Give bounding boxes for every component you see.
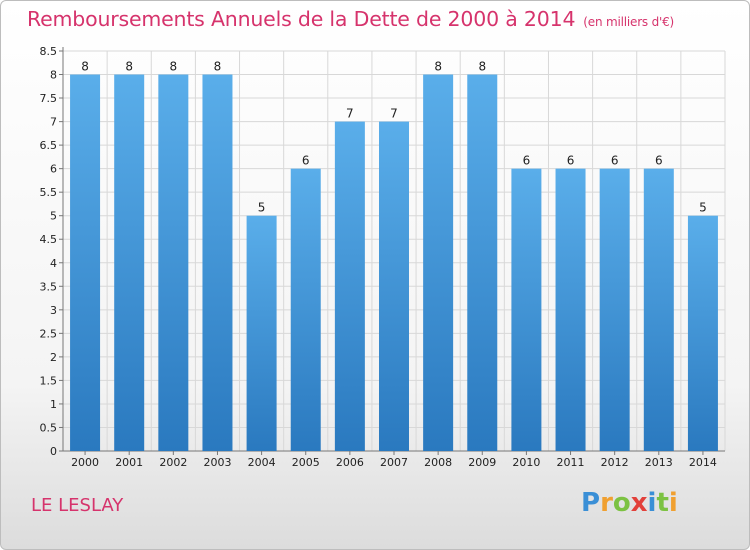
- y-tick-label: 1: [50, 398, 57, 411]
- chart-title-text: Remboursements Annuels de la Dette de 20…: [27, 7, 576, 31]
- bar: [511, 168, 542, 451]
- value-label: 6: [567, 154, 575, 168]
- logo-letter: o: [612, 488, 631, 518]
- y-tick-label: 7.5: [40, 92, 58, 105]
- logo-letter: r: [600, 488, 613, 518]
- y-tick-label: 6.5: [40, 139, 58, 152]
- value-label: 6: [611, 154, 619, 168]
- x-tick-label: 2003: [203, 456, 231, 469]
- bar: [334, 121, 365, 452]
- value-label: 8: [214, 60, 222, 74]
- y-tick-label: 7: [50, 116, 57, 129]
- bar: [643, 168, 674, 451]
- bar: [599, 168, 630, 451]
- x-tick-label: 2013: [645, 456, 673, 469]
- x-tick-label: 2006: [336, 456, 364, 469]
- bar: [379, 121, 409, 452]
- y-tick-label: 5.5: [40, 186, 58, 199]
- y-tick-label: 2: [50, 351, 57, 364]
- value-label: 5: [258, 201, 266, 215]
- y-tick-label: 2.5: [40, 327, 58, 340]
- bar: [158, 74, 189, 451]
- value-label: 8: [81, 60, 89, 74]
- x-tick-label: 2008: [424, 456, 452, 469]
- commune-name: LE LESLAY: [31, 495, 124, 516]
- x-tick-labels: 2000 2001 2002 2003 2004 2005 2006 2007 2008 2009…: [71, 456, 717, 469]
- y-tick-label: 4.5: [40, 233, 58, 246]
- value-labels: 8 8 8 8 5 6 7 7 8 8 6 6 6 6 5: [81, 60, 707, 215]
- value-label: 8: [170, 60, 178, 74]
- y-tick-label: 1.5: [40, 374, 58, 387]
- logo-letter: P: [581, 488, 601, 518]
- bar: [555, 168, 586, 451]
- value-label: 6: [302, 154, 310, 168]
- value-label: 7: [390, 107, 398, 121]
- y-tick-label: 8.5: [40, 45, 58, 58]
- bar: [114, 74, 145, 451]
- logo-letter: i: [647, 488, 657, 518]
- value-label: 8: [478, 60, 486, 74]
- value-label: 8: [434, 60, 442, 74]
- bar: [202, 74, 233, 451]
- logo-letter: t: [656, 488, 669, 518]
- bars: [70, 74, 718, 452]
- y-tick-label: 3.5: [40, 280, 58, 293]
- x-tick-label: 2007: [380, 456, 408, 469]
- y-tick-label: 0: [50, 445, 57, 458]
- x-tick-label: 2001: [115, 456, 143, 469]
- y-tick-label: 6: [50, 163, 57, 176]
- value-label: 7: [346, 107, 354, 121]
- bar: [423, 74, 454, 451]
- value-label: 6: [523, 154, 531, 168]
- bar: [687, 215, 718, 451]
- chart-unit: (en milliers d'€): [583, 15, 675, 29]
- x-tick-label: 2011: [557, 456, 585, 469]
- x-tick-label: 2014: [689, 456, 717, 469]
- value-label: 8: [125, 60, 133, 74]
- x-tick-label: 2005: [292, 456, 320, 469]
- value-label: 5: [699, 201, 707, 215]
- y-tick-label: 4: [50, 257, 57, 270]
- bar: [467, 74, 498, 451]
- x-tick-label: 2004: [248, 456, 276, 469]
- value-label: 6: [655, 154, 663, 168]
- bar: [70, 74, 101, 451]
- bar: [246, 215, 277, 451]
- y-tick-label: 8: [50, 69, 57, 82]
- proxiti-logo: Proxiti: [581, 488, 678, 518]
- y-tick-label: 5: [50, 210, 57, 223]
- y-tick-label: 0.5: [40, 421, 58, 434]
- logo-letter: i: [668, 488, 678, 518]
- x-tick-label: 2012: [601, 456, 629, 469]
- y-tick-labels: 0 0.5 1 1.5 2 2.5 3 3.5 4 4.5 5 5.5 6 6.5 7 7.5 8 8.5: [40, 45, 58, 458]
- bar: [290, 168, 321, 451]
- x-tick-label: 2010: [512, 456, 540, 469]
- logo-letter: x: [630, 488, 648, 518]
- x-tick-label: 2000: [71, 456, 99, 469]
- x-tick-label: 2002: [159, 456, 187, 469]
- y-tick-label: 3: [50, 304, 57, 317]
- chart-title: Remboursements Annuels de la Dette de 20…: [27, 7, 674, 31]
- x-tick-label: 2009: [468, 456, 496, 469]
